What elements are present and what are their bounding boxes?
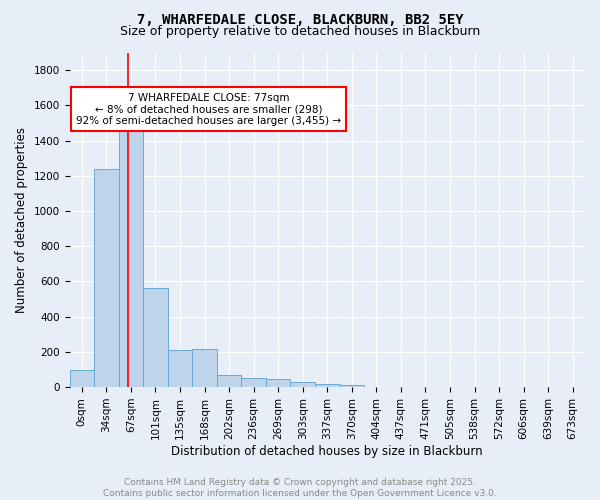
- Text: 7, WHARFEDALE CLOSE, BLACKBURN, BB2 5EY: 7, WHARFEDALE CLOSE, BLACKBURN, BB2 5EY: [137, 12, 463, 26]
- X-axis label: Distribution of detached houses by size in Blackburn: Distribution of detached houses by size …: [172, 444, 483, 458]
- Bar: [315, 384, 340, 387]
- Bar: [290, 382, 315, 387]
- Text: 7 WHARFEDALE CLOSE: 77sqm
← 8% of detached houses are smaller (298)
92% of semi-: 7 WHARFEDALE CLOSE: 77sqm ← 8% of detach…: [76, 92, 341, 126]
- Bar: [70, 370, 94, 387]
- Bar: [340, 386, 364, 387]
- Y-axis label: Number of detached properties: Number of detached properties: [15, 127, 28, 313]
- Text: Contains HM Land Registry data © Crown copyright and database right 2025.
Contai: Contains HM Land Registry data © Crown c…: [103, 478, 497, 498]
- Bar: [94, 168, 119, 387]
- Bar: [192, 349, 217, 387]
- Bar: [241, 378, 266, 387]
- Bar: [217, 375, 241, 387]
- Bar: [168, 350, 192, 387]
- Bar: [143, 288, 168, 387]
- Text: Size of property relative to detached houses in Blackburn: Size of property relative to detached ho…: [120, 25, 480, 38]
- Bar: [119, 95, 143, 387]
- Bar: [266, 379, 290, 387]
